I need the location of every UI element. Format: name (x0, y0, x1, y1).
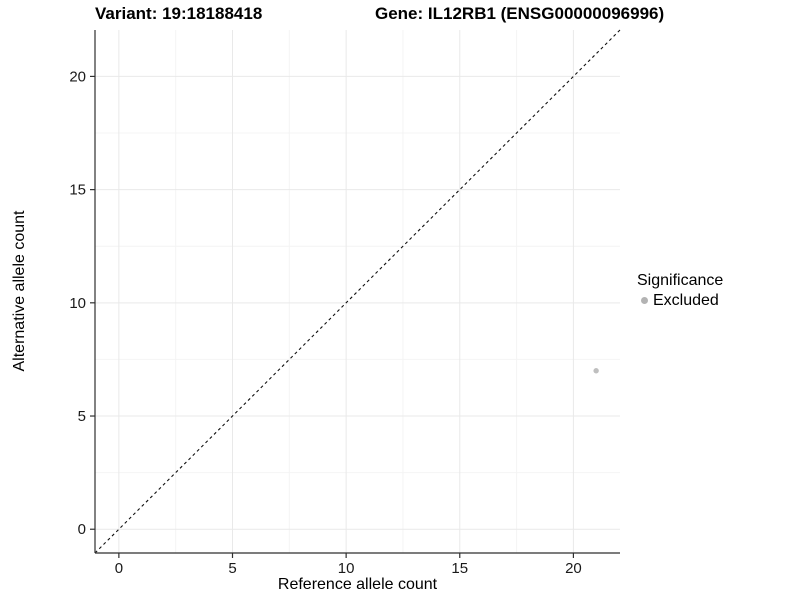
y-tick-label: 0 (78, 521, 86, 538)
identity-dashed-line (94, 29, 621, 554)
data-point-excluded (593, 368, 599, 374)
y-tick-label: 15 (69, 182, 86, 199)
legend-entry-excluded: Excluded (637, 292, 723, 309)
y-tick-label: 20 (69, 68, 86, 85)
y-tick-label: 10 (69, 295, 86, 312)
variant-title: Variant: 19:18188418 (95, 4, 263, 23)
x-tick-label: 0 (115, 560, 123, 577)
excluded-point-icon (641, 297, 648, 304)
x-tick-label: 10 (338, 560, 355, 577)
gene-title: Gene: IL12RB1 (ENSG00000096996) (375, 4, 665, 23)
x-tick-label: 5 (228, 560, 236, 577)
y-tick-label: 5 (78, 408, 86, 425)
legend: Significance Excluded (637, 271, 723, 309)
x-tick-label: 15 (451, 560, 468, 577)
legend-title: Significance (637, 272, 724, 289)
x-tick-label: 20 (565, 560, 582, 577)
legend-entry-label: Excluded (653, 291, 719, 309)
x-axis-title: Reference allele count (277, 576, 438, 593)
y-axis-title: Alternative allele count (11, 210, 28, 372)
